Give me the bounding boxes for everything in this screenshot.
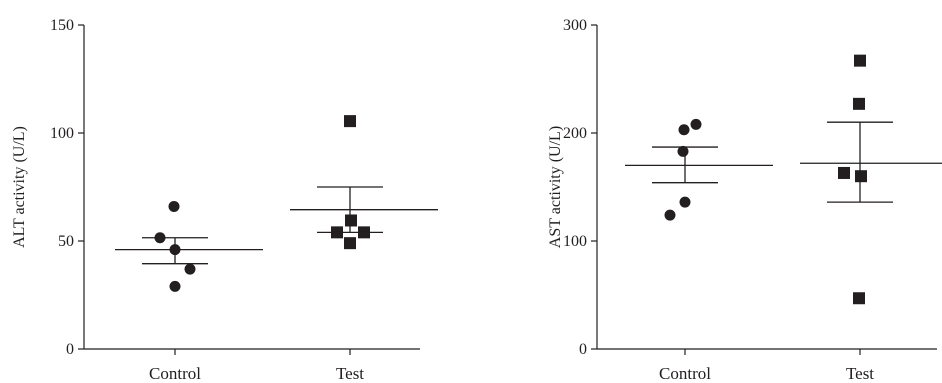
data-point-circle (664, 209, 676, 221)
data-point-square (854, 54, 866, 67)
data-point-circle (678, 124, 690, 136)
data-point-circle (184, 263, 196, 275)
y-tick-label: 0 (579, 341, 587, 358)
y-axis-title: ALT activity (U/L) (11, 126, 28, 248)
x-tick-label: Test (846, 364, 874, 383)
data-point-square (344, 115, 356, 128)
data-point-circle (690, 118, 702, 130)
data-point-square (853, 292, 865, 305)
y-tick-label: 200 (563, 125, 587, 142)
data-point-circle (169, 280, 181, 292)
x-tick-label: Control (149, 364, 201, 383)
y-tick-label: 0 (66, 341, 74, 358)
y-tick-label: 300 (563, 17, 587, 34)
data-point-circle (679, 196, 691, 208)
x-tick-label: Test (336, 364, 364, 383)
y-tick-label: 150 (50, 17, 74, 34)
data-point-circle (677, 145, 689, 157)
y-tick-label: 50 (58, 233, 74, 250)
data-point-square (344, 237, 356, 250)
data-point-square (345, 214, 357, 227)
data-point-square (838, 166, 850, 179)
y-axis-title: AST activity (U/L) (547, 126, 564, 248)
y-tick-label: 100 (50, 125, 74, 142)
data-point-circle (168, 200, 180, 212)
data-point-square (855, 170, 867, 183)
data-point-square (853, 97, 865, 110)
alt-activity-panel: 0 50 100 150 Control Test ALT activity (U/L) (11, 17, 438, 383)
ast-activity-panel: 0 100 200 300 Control Test AST activity (U/L) (547, 17, 942, 383)
x-tick-label: Control (659, 364, 711, 383)
y-tick-label: 100 (563, 233, 587, 250)
